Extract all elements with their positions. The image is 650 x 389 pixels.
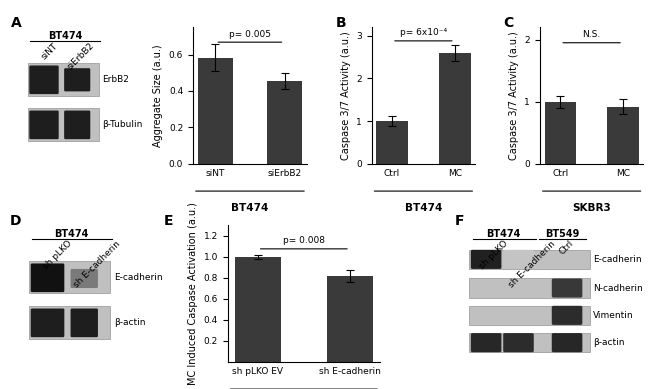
Text: sh E-cadherin: sh E-cadherin (72, 239, 122, 289)
Bar (469, 306, 590, 325)
Y-axis label: Caspase 3/7 Activity (a.u.): Caspase 3/7 Activity (a.u.) (341, 31, 350, 160)
Bar (469, 250, 590, 269)
Text: E-cadherin: E-cadherin (593, 255, 642, 264)
Text: BT549: BT549 (545, 230, 580, 239)
Text: β-actin: β-actin (593, 338, 625, 347)
Text: siErbB2: siErbB2 (65, 41, 96, 71)
Bar (29, 306, 110, 338)
Y-axis label: MC Induced Caspase Activation (a.u.): MC Induced Caspase Activation (a.u.) (188, 202, 198, 385)
Bar (545, 102, 576, 164)
FancyBboxPatch shape (31, 263, 64, 292)
Bar (28, 63, 99, 96)
Text: SKBR3: SKBR3 (572, 203, 611, 214)
Text: BT474: BT474 (405, 203, 442, 214)
FancyBboxPatch shape (71, 269, 98, 288)
Text: Ctrl: Ctrl (557, 239, 575, 257)
FancyBboxPatch shape (471, 333, 501, 352)
Text: siNT: siNT (39, 41, 59, 61)
FancyBboxPatch shape (31, 308, 64, 337)
Text: ErbB2: ErbB2 (102, 75, 129, 84)
Text: BT474: BT474 (486, 230, 521, 239)
Bar (469, 333, 590, 352)
Text: β-Tubulin: β-Tubulin (102, 120, 142, 129)
Bar (29, 261, 110, 293)
FancyBboxPatch shape (64, 110, 90, 139)
Bar (469, 279, 590, 298)
Text: B: B (335, 16, 346, 30)
Text: p= 0.008: p= 0.008 (283, 237, 325, 245)
Text: sh E-cadherin: sh E-cadherin (507, 239, 557, 289)
Bar (607, 107, 639, 164)
Text: BT474: BT474 (231, 203, 268, 214)
Text: BT474: BT474 (55, 230, 89, 239)
Text: E-cadherin: E-cadherin (114, 273, 162, 282)
Text: N.S.: N.S. (582, 30, 601, 39)
Bar (327, 276, 373, 362)
FancyBboxPatch shape (503, 250, 534, 269)
Bar (267, 81, 302, 164)
FancyBboxPatch shape (503, 333, 534, 352)
Bar (235, 257, 281, 362)
Text: C: C (504, 16, 514, 30)
Bar (28, 108, 99, 140)
FancyBboxPatch shape (29, 110, 58, 139)
Text: BT474: BT474 (48, 32, 83, 41)
Text: N-cadherin: N-cadherin (593, 284, 643, 293)
Y-axis label: Caspase 3/7 Activity (a.u.): Caspase 3/7 Activity (a.u.) (509, 31, 519, 160)
FancyBboxPatch shape (552, 306, 582, 325)
Text: β-actin: β-actin (114, 318, 146, 327)
Text: Vimentin: Vimentin (593, 311, 634, 320)
FancyBboxPatch shape (64, 68, 90, 91)
Bar (198, 58, 233, 164)
FancyBboxPatch shape (471, 250, 501, 269)
Text: p= 0.005: p= 0.005 (229, 30, 271, 39)
FancyBboxPatch shape (552, 333, 582, 352)
FancyBboxPatch shape (71, 308, 98, 337)
Text: D: D (10, 214, 21, 228)
Text: F: F (454, 214, 464, 228)
Y-axis label: Aggregate Size (a.u.): Aggregate Size (a.u.) (153, 44, 163, 147)
Text: A: A (11, 16, 21, 30)
Text: sh pLKO: sh pLKO (42, 239, 74, 271)
Bar (376, 121, 408, 164)
Text: E: E (164, 214, 174, 228)
FancyBboxPatch shape (552, 279, 582, 298)
Bar (439, 53, 471, 164)
Text: p= 6x10⁻⁴: p= 6x10⁻⁴ (400, 28, 447, 37)
Text: sh pLKO: sh pLKO (478, 239, 510, 271)
FancyBboxPatch shape (29, 65, 58, 94)
